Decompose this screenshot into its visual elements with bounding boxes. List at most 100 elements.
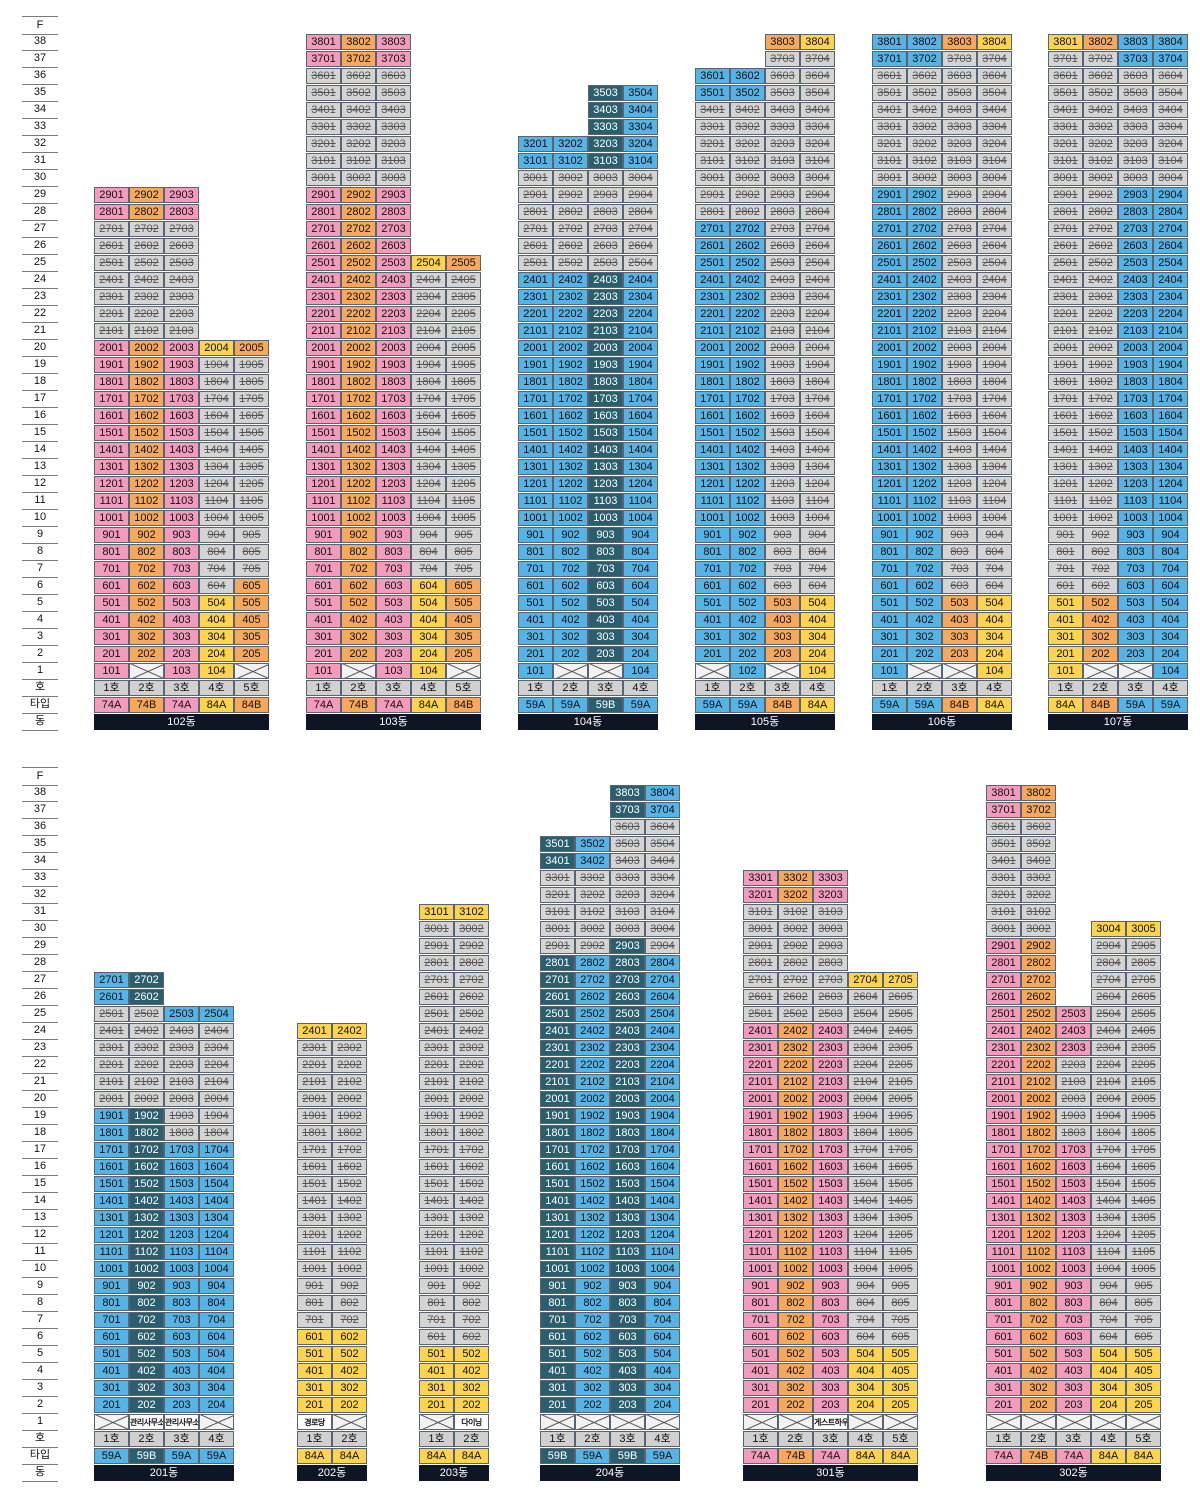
unit-cell: 2903: [376, 187, 411, 203]
unit-cell: 1703: [588, 391, 623, 407]
unit-cell: 503: [164, 595, 199, 611]
unit-cell: 402: [778, 1363, 813, 1379]
unit-cell: 2402: [341, 272, 376, 288]
unit-cell: 2501: [743, 1006, 778, 1022]
unit-cell: 1801: [986, 1125, 1021, 1141]
unit-cell: 3303: [942, 119, 977, 135]
unit-cell: 1301: [872, 459, 907, 475]
unit-cell: 1005: [1126, 1261, 1161, 1277]
unit-cell: 1402: [575, 1193, 610, 1209]
unit-cell: 1002: [730, 510, 765, 526]
unit-cell: 2403: [588, 272, 623, 288]
unit-cell: 1001: [540, 1261, 575, 1277]
unit-cell: 1804: [1091, 1125, 1126, 1141]
unit-cell: 903: [942, 527, 977, 543]
unit-cell: 2903: [942, 187, 977, 203]
unit-cell: 2801: [306, 204, 341, 220]
unit-cell: 1003: [164, 510, 199, 526]
unit-cell: 1404: [1091, 1193, 1126, 1209]
empty-unit: [907, 663, 942, 679]
unit-cell: 1501: [419, 1176, 454, 1192]
floor-label: 30: [22, 169, 58, 187]
unit-cell: 303: [164, 629, 199, 645]
unit-cell: 604: [411, 578, 446, 594]
unit-cell: 901: [540, 1278, 575, 1294]
floor-label: 38: [22, 33, 58, 51]
unit-cell: 2902: [553, 187, 588, 203]
unit-cell: 1702: [1021, 1142, 1056, 1158]
unit-cell: 804: [977, 544, 1012, 560]
unit-cell: 1704: [1153, 391, 1188, 407]
unit-cell: 2101: [518, 323, 553, 339]
unit-cell: 2302: [332, 1040, 367, 1056]
unit-cell: 1003: [164, 1261, 199, 1277]
unit-cell: 1504: [199, 425, 234, 441]
unit-cell: 604: [800, 578, 835, 594]
unit-cell: 1005: [446, 510, 481, 526]
unit-cell: 502: [1021, 1346, 1056, 1362]
unit-cell: 1503: [610, 1176, 645, 1192]
unit-cell: 1904: [848, 1108, 883, 1124]
type-label: 84A: [297, 1448, 332, 1464]
unit-cell: 3102: [341, 153, 376, 169]
type-label: 59A: [1153, 697, 1188, 713]
unit-cell: 2502: [129, 1006, 164, 1022]
unit-cell: 2702: [553, 221, 588, 237]
unit-cell: 3401: [695, 102, 730, 118]
unit-cell: 2001: [419, 1091, 454, 1107]
unit-cell: 3303: [588, 119, 623, 135]
unit-cell: 2901: [419, 938, 454, 954]
unit-cell: 3601: [306, 68, 341, 84]
unit-cell: 1404: [848, 1193, 883, 1209]
unit-cell: 902: [778, 1278, 813, 1294]
type-label: 74B: [129, 697, 164, 713]
unit-cell: 2403: [1118, 272, 1153, 288]
type-label: 84A: [800, 697, 835, 713]
unit-cell: 2001: [872, 340, 907, 356]
unit-cell: 3503: [610, 836, 645, 852]
unit-cell: 3001: [540, 921, 575, 937]
unit-cell: 904: [1153, 527, 1188, 543]
unit-cell: 301: [297, 1380, 332, 1396]
unit-cell: 703: [164, 1312, 199, 1328]
unit-cell: 1704: [800, 391, 835, 407]
unit-cell: 2504: [977, 255, 1012, 271]
unit-cell: 1003: [610, 1261, 645, 1277]
unit-cell: 1903: [610, 1108, 645, 1124]
unit-cell: 901: [1048, 527, 1083, 543]
type-label: 59B: [588, 697, 623, 713]
unit-cell: 1901: [94, 1108, 129, 1124]
unit-cell: 1703: [376, 391, 411, 407]
unit-cell: 1002: [129, 1261, 164, 1277]
unit-cell: 1003: [1118, 510, 1153, 526]
floor-label: 호: [22, 679, 58, 697]
unit-cell: 602: [129, 1329, 164, 1345]
unit-cell: 904: [199, 1278, 234, 1294]
unit-cell: 1704: [1091, 1142, 1126, 1158]
unit-cell: 2402: [1083, 272, 1118, 288]
unit-cell: 2503: [376, 255, 411, 271]
unit-cell: 803: [610, 1295, 645, 1311]
unit-cell: 703: [164, 561, 199, 577]
unit-cell: 1301: [1048, 459, 1083, 475]
unit-cell: 2003: [813, 1091, 848, 1107]
unit-cell: 1801: [94, 374, 129, 390]
unit-cell: 602: [575, 1329, 610, 1345]
unit-cell: 201: [872, 646, 907, 662]
unit-cell: 2103: [1056, 1074, 1091, 1090]
unit-cell: 1704: [645, 1142, 680, 1158]
unit-cell: 2102: [129, 1074, 164, 1090]
unit-cell: 1203: [942, 476, 977, 492]
floor-label: 7: [22, 560, 58, 578]
unit-cell: 3004: [623, 170, 658, 186]
unit-cell: 803: [765, 544, 800, 560]
unit-cell: 1102: [1083, 493, 1118, 509]
unit-cell: 1201: [743, 1227, 778, 1243]
unit-cell: 2201: [306, 306, 341, 322]
unit-cell: 1805: [1126, 1125, 1161, 1141]
unit-cell: 1401: [518, 442, 553, 458]
unit-cell: 2104: [623, 323, 658, 339]
unit-cell: 3101: [419, 904, 454, 920]
unit-cell: 2603: [813, 989, 848, 1005]
unit-cell: 1201: [94, 476, 129, 492]
